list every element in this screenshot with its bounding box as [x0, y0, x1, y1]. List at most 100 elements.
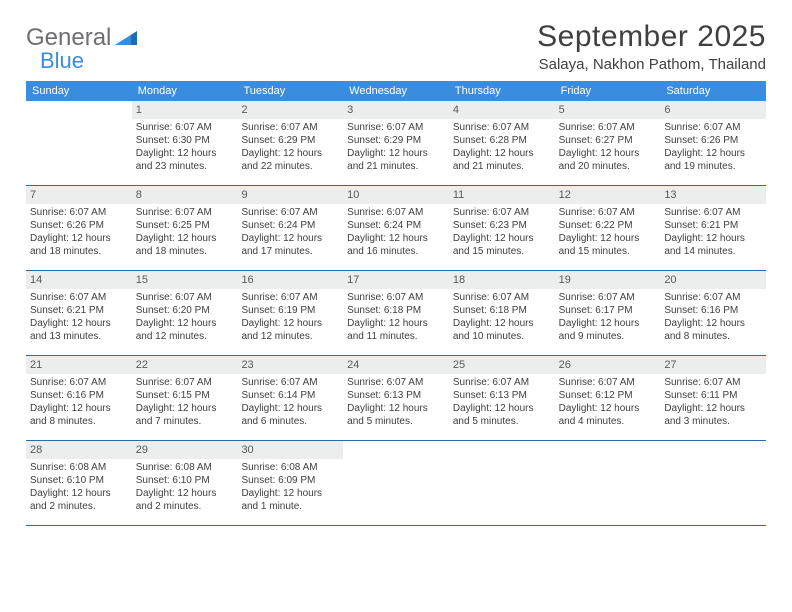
day-cell: 23Sunrise: 6:07 AMSunset: 6:14 PMDayligh…	[237, 356, 343, 440]
day-cell: 8Sunrise: 6:07 AMSunset: 6:25 PMDaylight…	[132, 186, 238, 270]
d1-text: Daylight: 12 hours	[241, 147, 339, 160]
d1-text: Daylight: 12 hours	[136, 487, 234, 500]
sunset-text: Sunset: 6:21 PM	[30, 304, 128, 317]
day-cell: 14Sunrise: 6:07 AMSunset: 6:21 PMDayligh…	[26, 271, 132, 355]
d2-text: and 9 minutes.	[559, 330, 657, 343]
weekday-header: Friday	[555, 81, 661, 101]
sunset-text: Sunset: 6:13 PM	[347, 389, 445, 402]
d2-text: and 5 minutes.	[453, 415, 551, 428]
d2-text: and 3 minutes.	[664, 415, 762, 428]
sunrise-text: Sunrise: 6:07 AM	[559, 291, 657, 304]
day-number: 27	[660, 356, 766, 374]
day-cell: 7Sunrise: 6:07 AMSunset: 6:26 PMDaylight…	[26, 186, 132, 270]
sunset-text: Sunset: 6:20 PM	[136, 304, 234, 317]
sunset-text: Sunset: 6:18 PM	[453, 304, 551, 317]
day-number: 1	[132, 101, 238, 119]
day-cell	[449, 441, 555, 525]
sunrise-text: Sunrise: 6:07 AM	[559, 376, 657, 389]
d1-text: Daylight: 12 hours	[559, 402, 657, 415]
week-row: 28Sunrise: 6:08 AMSunset: 6:10 PMDayligh…	[26, 441, 766, 526]
sunrise-text: Sunrise: 6:07 AM	[136, 376, 234, 389]
d2-text: and 13 minutes.	[30, 330, 128, 343]
sunrise-text: Sunrise: 6:07 AM	[241, 121, 339, 134]
d2-text: and 12 minutes.	[136, 330, 234, 343]
d2-text: and 10 minutes.	[453, 330, 551, 343]
logo-triangle-icon	[115, 26, 137, 50]
week-row: 7Sunrise: 6:07 AMSunset: 6:26 PMDaylight…	[26, 186, 766, 271]
sunrise-text: Sunrise: 6:07 AM	[559, 206, 657, 219]
day-cell: 10Sunrise: 6:07 AMSunset: 6:24 PMDayligh…	[343, 186, 449, 270]
d1-text: Daylight: 12 hours	[347, 232, 445, 245]
day-number: 24	[343, 356, 449, 374]
day-number: 7	[26, 186, 132, 204]
day-number: 23	[237, 356, 343, 374]
sunrise-text: Sunrise: 6:07 AM	[664, 206, 762, 219]
sunset-text: Sunset: 6:16 PM	[664, 304, 762, 317]
d2-text: and 4 minutes.	[559, 415, 657, 428]
sunrise-text: Sunrise: 6:07 AM	[664, 121, 762, 134]
d2-text: and 23 minutes.	[136, 160, 234, 173]
sunrise-text: Sunrise: 6:07 AM	[347, 291, 445, 304]
sunset-text: Sunset: 6:16 PM	[30, 389, 128, 402]
d1-text: Daylight: 12 hours	[347, 317, 445, 330]
day-cell: 28Sunrise: 6:08 AMSunset: 6:10 PMDayligh…	[26, 441, 132, 525]
sunset-text: Sunset: 6:17 PM	[559, 304, 657, 317]
sunset-text: Sunset: 6:09 PM	[241, 474, 339, 487]
d2-text: and 2 minutes.	[30, 500, 128, 513]
day-number	[660, 441, 766, 459]
d2-text: and 1 minute.	[241, 500, 339, 513]
sunset-text: Sunset: 6:29 PM	[347, 134, 445, 147]
d2-text: and 22 minutes.	[241, 160, 339, 173]
d2-text: and 7 minutes.	[136, 415, 234, 428]
d1-text: Daylight: 12 hours	[559, 317, 657, 330]
sunrise-text: Sunrise: 6:07 AM	[30, 291, 128, 304]
day-number	[555, 441, 661, 459]
day-number: 11	[449, 186, 555, 204]
day-number: 28	[26, 441, 132, 459]
d1-text: Daylight: 12 hours	[664, 147, 762, 160]
weekday-header: Monday	[132, 81, 238, 101]
day-cell	[26, 101, 132, 185]
day-cell: 12Sunrise: 6:07 AMSunset: 6:22 PMDayligh…	[555, 186, 661, 270]
d1-text: Daylight: 12 hours	[136, 232, 234, 245]
day-number	[343, 441, 449, 459]
day-number: 25	[449, 356, 555, 374]
title-block: September 2025 Salaya, Nakhon Pathom, Th…	[537, 20, 766, 73]
day-number: 10	[343, 186, 449, 204]
d1-text: Daylight: 12 hours	[241, 487, 339, 500]
d1-text: Daylight: 12 hours	[664, 402, 762, 415]
day-cell: 27Sunrise: 6:07 AMSunset: 6:11 PMDayligh…	[660, 356, 766, 440]
sunset-text: Sunset: 6:23 PM	[453, 219, 551, 232]
day-cell: 11Sunrise: 6:07 AMSunset: 6:23 PMDayligh…	[449, 186, 555, 270]
week-row: 21Sunrise: 6:07 AMSunset: 6:16 PMDayligh…	[26, 356, 766, 441]
d2-text: and 5 minutes.	[347, 415, 445, 428]
d2-text: and 2 minutes.	[136, 500, 234, 513]
sunset-text: Sunset: 6:10 PM	[136, 474, 234, 487]
day-cell: 9Sunrise: 6:07 AMSunset: 6:24 PMDaylight…	[237, 186, 343, 270]
logo-word-1: General	[26, 24, 111, 51]
month-title: September 2025	[537, 20, 766, 54]
weekday-header: Saturday	[660, 81, 766, 101]
d2-text: and 18 minutes.	[136, 245, 234, 258]
d2-text: and 12 minutes.	[241, 330, 339, 343]
day-cell: 29Sunrise: 6:08 AMSunset: 6:10 PMDayligh…	[132, 441, 238, 525]
d2-text: and 16 minutes.	[347, 245, 445, 258]
d1-text: Daylight: 12 hours	[453, 232, 551, 245]
logo: General Blue	[26, 26, 139, 72]
d2-text: and 11 minutes.	[347, 330, 445, 343]
sunrise-text: Sunrise: 6:07 AM	[136, 291, 234, 304]
sunrise-text: Sunrise: 6:07 AM	[559, 121, 657, 134]
sunrise-text: Sunrise: 6:07 AM	[241, 291, 339, 304]
day-cell: 25Sunrise: 6:07 AMSunset: 6:13 PMDayligh…	[449, 356, 555, 440]
d2-text: and 20 minutes.	[559, 160, 657, 173]
week-row: 14Sunrise: 6:07 AMSunset: 6:21 PMDayligh…	[26, 271, 766, 356]
d2-text: and 15 minutes.	[559, 245, 657, 258]
day-number: 20	[660, 271, 766, 289]
d1-text: Daylight: 12 hours	[30, 317, 128, 330]
day-number: 29	[132, 441, 238, 459]
d1-text: Daylight: 12 hours	[347, 147, 445, 160]
d2-text: and 15 minutes.	[453, 245, 551, 258]
page: General Blue September 2025 Salaya, Nakh…	[0, 0, 792, 526]
weekday-header-row: Sunday Monday Tuesday Wednesday Thursday…	[26, 81, 766, 101]
sunset-text: Sunset: 6:15 PM	[136, 389, 234, 402]
